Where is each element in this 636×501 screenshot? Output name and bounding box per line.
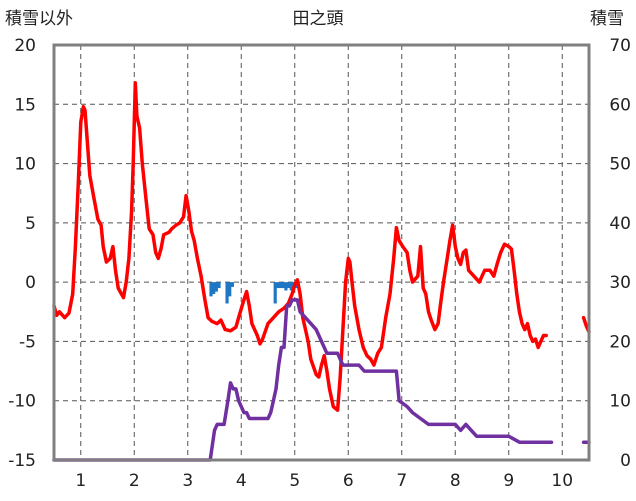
series-line-right — [52, 298, 554, 462]
y-left-tick-label: 5 — [25, 214, 36, 234]
precipitation-bars — [209, 282, 299, 304]
precip-bar — [281, 282, 285, 289]
precip-bar — [217, 282, 221, 289]
y-right-tick-label: 30 — [609, 273, 631, 293]
y-left-tick-label: 15 — [14, 95, 36, 115]
precip-bar — [228, 282, 232, 297]
x-tick-label: 3 — [182, 471, 193, 491]
precip-bar — [289, 282, 293, 291]
x-tick-label: 7 — [396, 471, 407, 491]
precip-bar — [286, 282, 291, 289]
tick-labels: -15 -10 -5 0 5 10 15 20 0 10 20 30 40 50 60 70 1 2 3 4 5 6 7 8 9… — [8, 36, 631, 491]
y-right-tick-label: 20 — [609, 332, 631, 352]
x-tick-label: 9 — [503, 471, 514, 491]
y-left-tick-label: 0 — [25, 273, 36, 293]
precip-bar — [209, 282, 213, 297]
chart-title: 田之頭 — [293, 9, 344, 29]
y-left-tick-label: -10 — [8, 392, 36, 412]
right-axis-title: 積雪 — [590, 9, 624, 29]
precip-bar — [276, 282, 280, 289]
y-right-tick-label: 60 — [609, 95, 631, 115]
y-right-tick-label: 40 — [609, 214, 631, 234]
x-tick-label: 4 — [236, 471, 247, 491]
plot-frame — [52, 43, 591, 462]
precip-bar — [225, 282, 229, 304]
x-tick-label: 1 — [75, 471, 86, 491]
y-left-tick-label: -5 — [19, 332, 36, 352]
x-tick-label: 6 — [343, 471, 354, 491]
y-right-tick-label: 10 — [609, 392, 631, 412]
y-right-tick-label: 0 — [620, 451, 631, 471]
precip-bar — [295, 282, 299, 289]
precip-bar — [278, 282, 283, 289]
x-tick-label: 5 — [289, 471, 300, 491]
x-tick-label: 8 — [450, 471, 461, 491]
left-axis-title: 積雪以外 — [5, 9, 73, 29]
y-right-tick-label: 70 — [609, 36, 631, 56]
y-left-tick-label: 10 — [14, 155, 36, 175]
precip-bar — [212, 282, 216, 294]
precip-bar — [230, 282, 234, 287]
grid — [54, 45, 589, 460]
precip-bar — [214, 282, 218, 292]
x-tick-label: 2 — [129, 471, 140, 491]
y-right-tick-label: 50 — [609, 155, 631, 175]
x-tick-label: 10 — [551, 471, 573, 491]
precip-bar — [273, 282, 277, 304]
series-lines — [52, 81, 591, 462]
series-line-left — [52, 81, 548, 412]
precip-bar — [284, 282, 288, 291]
y-left-tick-label: -15 — [8, 451, 36, 471]
y-left-tick-label: 20 — [14, 36, 36, 56]
